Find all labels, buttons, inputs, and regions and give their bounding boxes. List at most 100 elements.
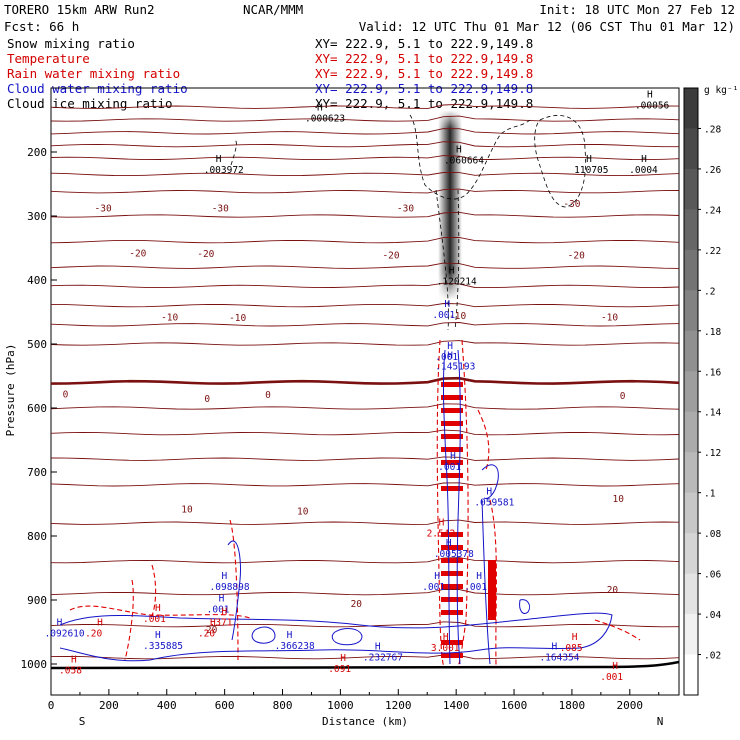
maximum-marker: H <box>222 606 228 617</box>
maximum-marker: H <box>486 487 492 498</box>
isotherm-label: -20 <box>382 250 399 261</box>
colorbar-label: .16 <box>704 367 721 378</box>
rain-contour-9 <box>594 619 641 641</box>
isobar-line <box>51 282 679 289</box>
colorbar-frame <box>683 87 699 696</box>
colorbar-label: .14 <box>704 408 721 419</box>
colorbar-swatch <box>684 452 698 494</box>
maximum-marker: H <box>572 632 578 643</box>
maximum-value: .001 <box>143 614 166 625</box>
maximum-value: .059581 <box>474 498 514 509</box>
colorbar-swatch <box>684 371 698 413</box>
maximum-marker: H <box>222 571 228 582</box>
colorbar: g kg⁻¹ .28 .26 .24 .22 .2 .18 .16 .14 .12 .1 .08 .0… <box>683 85 738 696</box>
x-axis-right-end: N <box>657 715 664 728</box>
x-tick-label: 200 <box>99 699 119 712</box>
maximum-value: .371 <box>210 617 233 628</box>
maximum-marker: H <box>456 144 462 155</box>
colorbar-label: .02 <box>704 651 721 662</box>
maximum-marker: H <box>586 154 592 165</box>
isotherm-label: 10 <box>181 504 193 515</box>
maximum-value: .091 <box>328 664 351 675</box>
x-tick-label: 1200 <box>385 699 412 712</box>
colorbar-label: .26 <box>704 165 721 176</box>
field-temperature-xy: XY= 222.9, 5.1 to 222.9,149.8 <box>315 51 533 66</box>
isobar-line <box>51 115 679 122</box>
rain-contour-6 <box>149 564 157 621</box>
rain-core-bar <box>441 421 463 426</box>
x-tick-label: 1000 <box>327 699 354 712</box>
maximum-value: .335885 <box>143 641 183 652</box>
field-legend: Snow mixing ratio XY= 222.9, 5.1 to 222.… <box>7 36 533 111</box>
y-tick-label: 700 <box>27 466 47 479</box>
maximum-marker: H <box>641 154 647 165</box>
colorbar-label: .18 <box>704 327 721 338</box>
isobar-line <box>51 155 679 161</box>
y-tick-label: 300 <box>27 210 47 223</box>
y-tick-label: 400 <box>27 274 47 287</box>
rain-contour-5 <box>124 579 134 661</box>
isobar-line <box>51 172 679 177</box>
isobar-line <box>51 211 679 218</box>
colorbar-label: .12 <box>704 448 721 459</box>
isotherm-label: 10 <box>612 494 624 505</box>
rain-core-bar <box>441 382 463 387</box>
maximum-value: .120214 <box>437 276 477 287</box>
isobar-line <box>51 141 679 148</box>
colorbar-label: .24 <box>704 205 721 216</box>
maximum-value: .001 <box>432 310 455 321</box>
rain-core-bar <box>441 434 463 439</box>
isotherm-label: -30 <box>95 204 112 215</box>
header: TORERO 15km ARW Run2 NCAR/MMM Init: 18 U… <box>4 2 735 34</box>
ice-contour-2 <box>534 115 586 208</box>
maximum-value: .058 <box>59 665 82 676</box>
isobar-line <box>51 429 679 436</box>
colorbar-swatch <box>684 492 698 534</box>
isobar-line <box>51 236 679 244</box>
x-tick-label: 400 <box>157 699 177 712</box>
colorbar-label: .2 <box>704 286 715 297</box>
maximum-value: .060664 <box>444 155 484 166</box>
y-axis-title: Pressure (hPa) <box>4 344 17 437</box>
maximum-value: .003972 <box>204 165 244 176</box>
x-axis-left-end: S <box>79 715 86 728</box>
cloud-contour-2 <box>456 349 461 665</box>
isotherm-label: -30 <box>397 204 414 215</box>
ice-contour-5 <box>230 139 237 166</box>
org-label: NCAR/MMM <box>243 2 303 17</box>
rain-heavy-core <box>441 382 496 658</box>
maximum-value: 110705 <box>574 165 608 176</box>
colorbar-swatch <box>684 128 698 170</box>
maximum-value: .085 <box>560 643 583 654</box>
y-tick-label: 1000 <box>21 658 48 671</box>
x-axis-title: Distance (km) <box>322 715 408 728</box>
ice-contour-4 <box>454 189 460 331</box>
model-title: TORERO 15km ARW Run2 <box>4 2 155 17</box>
maximum-value: .001 <box>464 582 487 593</box>
maximum-value: .001 <box>435 352 458 363</box>
field-rain: Rain water mixing ratio <box>7 66 180 81</box>
colorbar-swatch <box>684 533 698 575</box>
y-tick-label: 500 <box>27 338 47 351</box>
colorbar-swatch <box>684 614 698 656</box>
field-temperature: Temperature <box>7 51 90 66</box>
rain-core-bar <box>441 395 463 400</box>
isotherm-label: -10 <box>229 313 246 324</box>
cloud-contour-3 <box>481 464 499 499</box>
rain-core-bar <box>441 571 463 576</box>
maximum-marker: H <box>444 299 450 310</box>
colorbar-swatch <box>684 654 698 696</box>
maximum-value: .000623 <box>305 114 345 125</box>
maximum-value: .092610 <box>45 628 85 639</box>
cloud-contour-4 <box>481 499 491 665</box>
maximum-value: .001 <box>438 462 461 473</box>
isotherm-label: -20 <box>129 248 146 259</box>
isotherm-label: 20 <box>351 599 363 610</box>
rain-core-bar <box>441 447 463 452</box>
maximum-marker: H <box>449 265 455 276</box>
isobar-line <box>51 621 679 628</box>
y-tick-label: 600 <box>27 402 47 415</box>
maximum-value: .20 <box>85 628 102 639</box>
